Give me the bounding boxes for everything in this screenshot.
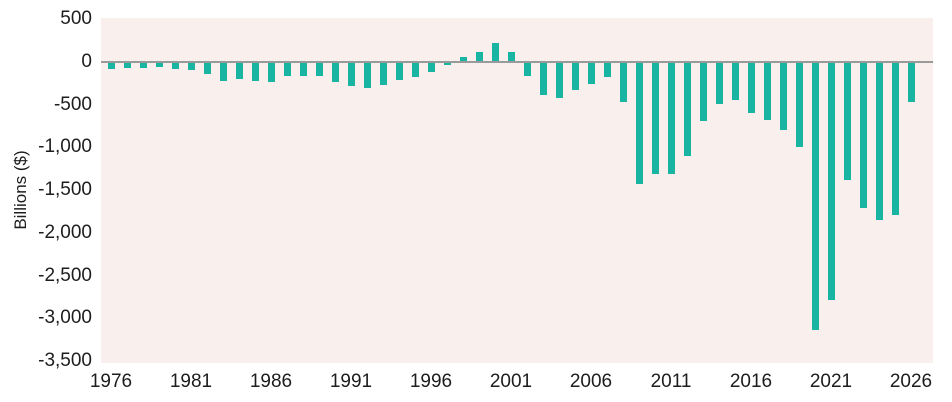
- bar-2021: [827, 63, 835, 300]
- bar-1983: [219, 63, 227, 81]
- bar-2004: [555, 63, 563, 99]
- bar-1976: [107, 63, 115, 70]
- x-tick-label: 2016: [729, 371, 773, 392]
- bar-2000: [491, 42, 499, 63]
- bar-1994: [395, 63, 403, 81]
- bar-2002: [523, 63, 531, 77]
- bar-1979: [155, 63, 163, 67]
- bar-1980: [171, 63, 179, 70]
- bar-1998: [459, 57, 467, 63]
- y-tick-label: 0: [81, 51, 92, 72]
- y-tick-label: -500: [53, 93, 92, 115]
- bar-1982: [203, 63, 211, 74]
- bar-1991: [347, 63, 355, 86]
- bar-2018: [779, 63, 787, 130]
- bar-1986: [267, 63, 275, 82]
- bar-1999: [475, 52, 483, 63]
- y-tick-label: -1,500: [38, 179, 92, 201]
- bar-1997: [443, 63, 451, 65]
- bar-2009: [635, 63, 643, 184]
- x-tick-label: 2021: [809, 371, 853, 392]
- x-tick-label: 1981: [169, 371, 213, 392]
- bar-2001: [507, 52, 515, 63]
- bar-1978: [139, 63, 147, 69]
- bar-2014: [715, 63, 723, 105]
- bar-2023: [859, 63, 867, 208]
- bar-2022: [843, 63, 851, 181]
- bar-1989: [315, 63, 323, 77]
- bar-2012: [683, 63, 691, 156]
- bar-2024: [875, 63, 883, 220]
- bar-2003: [539, 63, 547, 96]
- bar-2016: [747, 63, 755, 113]
- x-tick-label: 1976: [89, 371, 133, 392]
- bar-1987: [283, 63, 291, 76]
- x-tick-label: 2026: [889, 371, 933, 392]
- bar-1977: [123, 63, 131, 68]
- zero-axis-line: [101, 61, 933, 63]
- bar-2026: [907, 63, 915, 103]
- bar-2019: [795, 63, 803, 148]
- bar-2010: [651, 63, 659, 174]
- y-tick-label: -2,500: [38, 264, 92, 286]
- bar-2008: [619, 63, 627, 103]
- bar-1992: [363, 63, 371, 88]
- y-tick-label: -1,000: [38, 136, 92, 158]
- bar-2020: [811, 63, 819, 331]
- bar-1981: [187, 63, 195, 70]
- bar-2013: [699, 63, 707, 122]
- bar-2007: [603, 63, 611, 77]
- bar-2006: [587, 63, 595, 85]
- x-tick-label: 2011: [650, 371, 692, 392]
- y-tick-label: -2,000: [38, 221, 92, 243]
- plot-area: [101, 18, 933, 363]
- bar-1996: [427, 63, 435, 73]
- bar-1990: [331, 63, 339, 82]
- bar-1995: [411, 63, 419, 77]
- x-tick-label: 1991: [329, 371, 373, 392]
- y-tick-label: -3,000: [38, 307, 92, 329]
- y-tick-label: -3,500: [38, 349, 92, 371]
- bar-2011: [667, 63, 675, 175]
- x-tick-label: 2001: [489, 371, 533, 392]
- x-tick-label: 1986: [249, 371, 293, 392]
- x-tick-label: 2006: [569, 371, 613, 392]
- bar-2015: [731, 63, 739, 101]
- bar-1988: [299, 63, 307, 77]
- y-tick-label: 500: [60, 8, 92, 30]
- x-tick-label: 1996: [409, 371, 453, 392]
- bar-1985: [251, 63, 259, 82]
- bar-2025: [891, 63, 899, 215]
- bar-2017: [763, 63, 771, 120]
- bar-1984: [235, 63, 243, 79]
- bar-1993: [379, 63, 387, 85]
- bar-2005: [571, 63, 579, 91]
